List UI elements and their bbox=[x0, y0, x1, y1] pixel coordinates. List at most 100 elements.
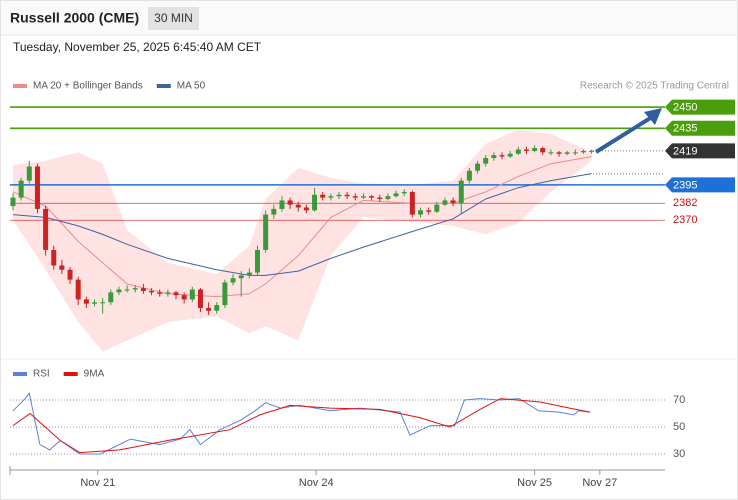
candle-body bbox=[442, 200, 448, 205]
candle-body bbox=[51, 249, 57, 266]
candle-body bbox=[434, 204, 440, 212]
credit: Research © 2025 Trading Central bbox=[580, 81, 729, 92]
candle-body bbox=[222, 282, 228, 306]
candle-body bbox=[475, 163, 481, 171]
candle-body bbox=[173, 292, 179, 296]
candle-body bbox=[312, 194, 318, 211]
candle-body bbox=[246, 272, 252, 276]
legend-swatch bbox=[13, 84, 27, 88]
candle-body bbox=[483, 157, 489, 164]
candle-body bbox=[214, 305, 220, 311]
y-tick-label: 70 bbox=[673, 394, 685, 406]
candle-body bbox=[238, 275, 244, 279]
candle-body bbox=[336, 194, 342, 197]
candle-body bbox=[263, 214, 269, 250]
candle-body bbox=[100, 302, 106, 304]
candle-body bbox=[67, 269, 73, 280]
y-tick-label: 50 bbox=[673, 421, 685, 433]
candle-body bbox=[540, 148, 546, 153]
level-label: 2419 bbox=[673, 145, 697, 157]
candle-body bbox=[548, 152, 554, 154]
forecast-arrowhead bbox=[644, 108, 662, 125]
candle-body bbox=[360, 196, 366, 198]
candle-body bbox=[230, 278, 236, 283]
level-tag bbox=[665, 177, 735, 193]
candle-body bbox=[369, 196, 375, 198]
level-tag bbox=[665, 143, 735, 159]
candle-body bbox=[409, 191, 415, 215]
x-tick-label: Nov 21 bbox=[80, 477, 115, 489]
candle-body bbox=[393, 193, 399, 197]
candle-body bbox=[92, 302, 97, 304]
candle-body bbox=[140, 288, 146, 291]
candle-body bbox=[197, 289, 203, 308]
candle-body bbox=[59, 265, 65, 270]
candle-body bbox=[43, 208, 49, 250]
candle-body bbox=[581, 150, 586, 153]
candle-body bbox=[189, 289, 195, 300]
moving-average bbox=[12, 156, 592, 298]
candle-body bbox=[287, 200, 293, 205]
candle-body bbox=[165, 292, 171, 294]
level-label: 2450 bbox=[673, 101, 697, 113]
candle-body bbox=[116, 289, 122, 293]
candle-body bbox=[295, 204, 301, 208]
candle-body bbox=[589, 150, 595, 152]
legend-swatch bbox=[156, 84, 171, 88]
candle-body bbox=[320, 194, 326, 198]
candle-body bbox=[132, 288, 138, 290]
x-tick-label: Nov 27 bbox=[582, 477, 617, 489]
level-tag bbox=[665, 120, 735, 136]
candle-body bbox=[271, 208, 277, 215]
indicator-line bbox=[12, 398, 591, 454]
candle-body bbox=[26, 166, 32, 181]
candle-body bbox=[418, 210, 423, 215]
candle-body bbox=[255, 249, 260, 273]
candle-body bbox=[556, 152, 562, 154]
candle-body bbox=[206, 307, 212, 311]
y-tick-label: 30 bbox=[673, 448, 685, 460]
candle-body bbox=[450, 200, 456, 204]
level-label: 2435 bbox=[673, 123, 697, 135]
level-label: 2382 bbox=[673, 197, 697, 209]
candle-body bbox=[523, 149, 529, 151]
candle-body bbox=[83, 299, 89, 304]
candle-body bbox=[401, 191, 407, 194]
candle-body bbox=[515, 149, 521, 154]
interval-badge[interactable] bbox=[148, 7, 199, 30]
candle-body bbox=[181, 295, 187, 300]
candle-body bbox=[10, 197, 16, 207]
header-bar bbox=[1, 1, 737, 35]
candle-body bbox=[303, 207, 309, 211]
candle-body bbox=[124, 289, 130, 291]
candle-body bbox=[466, 170, 472, 181]
forecast-arrow bbox=[594, 115, 654, 154]
datetime: Tuesday, November 25, 2025 6:45:40 AM CE… bbox=[13, 40, 262, 54]
level-label: 2370 bbox=[673, 214, 697, 226]
candle-body bbox=[458, 180, 464, 204]
legend-label: RSI bbox=[33, 369, 50, 380]
legend-swatch bbox=[13, 372, 27, 376]
instrument-title: Russell 2000 (CME) bbox=[10, 10, 139, 26]
candle-body bbox=[34, 166, 40, 209]
candle-body bbox=[499, 155, 505, 157]
candle-body bbox=[352, 196, 358, 198]
candle-body bbox=[532, 148, 538, 151]
candle-body bbox=[377, 197, 383, 200]
legend-swatch bbox=[63, 372, 78, 376]
level-label: 2395 bbox=[673, 179, 697, 191]
candle-body bbox=[75, 279, 81, 300]
candle-body bbox=[149, 290, 155, 293]
candle-body bbox=[157, 292, 163, 294]
candle-body bbox=[344, 194, 350, 197]
candle-body bbox=[507, 153, 513, 157]
legend-label: MA 20 + Bollinger Bands bbox=[33, 81, 143, 92]
interval-label[interactable]: 30 MIN bbox=[154, 11, 193, 25]
candle-body bbox=[564, 152, 570, 154]
candle-body bbox=[572, 152, 578, 154]
candle-body bbox=[328, 196, 334, 198]
x-tick-label: Nov 25 bbox=[517, 477, 552, 489]
level-tag bbox=[665, 99, 735, 115]
candle-body bbox=[491, 155, 497, 158]
